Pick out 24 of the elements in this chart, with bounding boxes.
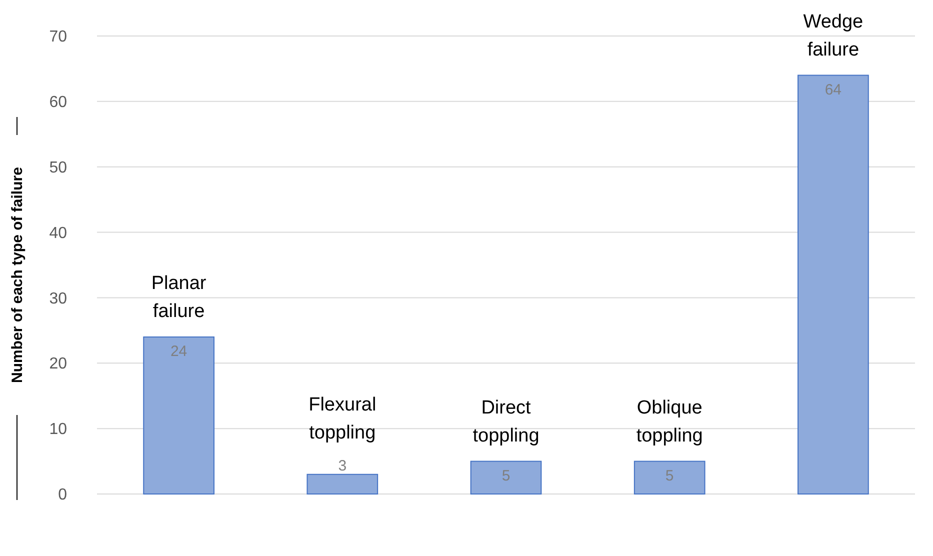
y-tick-label: 10: [49, 421, 68, 438]
y-tick-label: 50: [49, 159, 68, 176]
data-label: 64: [824, 81, 842, 98]
data-label: 3: [338, 457, 347, 474]
bar: [470, 460, 542, 494]
y-tick-label: 30: [49, 290, 68, 308]
y-tick-label: 70: [49, 28, 68, 46]
bar: [634, 460, 706, 494]
y-tick-label: 60: [49, 94, 68, 112]
x-tick-label: Direct toppling: [472, 397, 540, 446]
data-label: 5: [502, 467, 510, 484]
y-tick-label: 40: [49, 224, 68, 242]
bar: [306, 474, 378, 494]
bar: [143, 336, 214, 494]
y-axis-title: Number of each type of failure: [9, 167, 26, 383]
x-tick-label: Planar failure: [151, 272, 207, 322]
data-label: 5: [665, 467, 674, 484]
x-tick-label: Wedge failure: [803, 11, 864, 60]
bar: [798, 74, 869, 494]
x-tick-label: Oblique toppling: [636, 397, 703, 446]
data-label: 24: [170, 342, 188, 360]
x-tick-label: Flexural toppling: [308, 394, 376, 444]
y-tick-label: 20: [49, 356, 68, 373]
y-tick-label: 0: [58, 486, 68, 504]
